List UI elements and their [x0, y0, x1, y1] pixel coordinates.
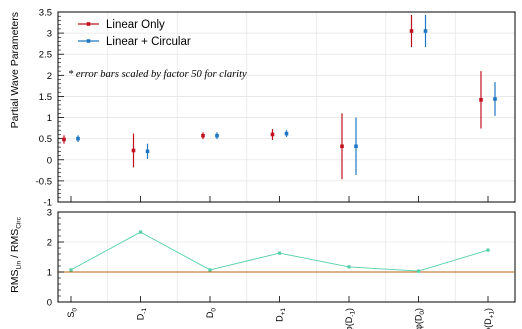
category-sub: -1	[141, 308, 148, 314]
y-tick-label: 3.5	[39, 8, 52, 19]
y-title-sep: /	[9, 252, 21, 261]
ratio-point	[208, 268, 212, 272]
x-category-label: φ(D0)	[414, 308, 427, 329]
bottom-plot-frame	[57, 211, 516, 303]
x-category-label: S0	[66, 308, 79, 318]
category-sub: +1	[280, 308, 287, 316]
data-point	[493, 97, 497, 101]
top-y-axis-title: Partial Wave Parameters	[9, 12, 21, 128]
category-main: D	[136, 313, 146, 320]
category-main: φ(D	[344, 316, 354, 329]
y-tick-label: 3	[47, 29, 52, 40]
y-tick-label: -1	[44, 198, 52, 209]
category-main: D	[205, 311, 215, 318]
y-tick-label: 3	[47, 208, 52, 219]
y-tick-label: -0.5	[36, 176, 52, 187]
category-main: φ(D	[483, 318, 493, 329]
top-plot-frame	[57, 11, 516, 203]
data-point	[479, 98, 483, 102]
category-sub: 0	[211, 308, 218, 312]
ratio-point	[486, 248, 490, 252]
ratio-point	[416, 269, 421, 273]
data-point	[284, 131, 289, 136]
data-point	[145, 149, 150, 154]
ratio-point	[69, 268, 73, 272]
bottom-y-axis-title: RMSLin / RMSCirc	[9, 216, 23, 292]
y-tick-label: 0.5	[39, 134, 52, 145]
data-point	[354, 144, 358, 149]
y-tick-label: 0	[47, 155, 52, 166]
y-tick-label: 1	[47, 268, 52, 279]
data-point	[76, 136, 80, 141]
ratio-point	[347, 265, 351, 269]
category-sub: +1	[489, 311, 496, 319]
legend-label: Linear + Circular	[106, 36, 191, 48]
data-point	[423, 29, 428, 33]
legend-marker	[86, 39, 91, 43]
y-title-sub: Circ	[16, 216, 23, 228]
category-suffix: )	[344, 308, 354, 311]
ratio-point	[277, 251, 282, 255]
legend-label: Linear Only	[106, 19, 165, 31]
y-tick-label: 2	[47, 238, 52, 249]
ratio-point	[138, 230, 143, 234]
legend-marker	[86, 22, 91, 26]
category-main: D	[275, 315, 285, 322]
category-sub: -1	[350, 311, 357, 317]
y-title-sub: Lin	[16, 260, 23, 269]
x-category-label: φ(D+1)	[483, 308, 496, 329]
legend: Linear Only Linear + Circular	[78, 19, 191, 48]
y-title-part: RMS	[9, 229, 21, 252]
data-point	[62, 137, 66, 142]
y-tick-label: 1	[47, 113, 52, 124]
x-category-label: D+1	[275, 308, 288, 322]
category-suffix: )	[414, 308, 424, 311]
annotation-note: * error bars scaled by factor 50 for cla…	[68, 69, 247, 80]
y-tick-label: 2.5	[39, 50, 52, 61]
y-tick-label: 0	[47, 298, 52, 309]
data-point	[270, 132, 275, 137]
data-point	[215, 133, 219, 138]
category-main: S	[66, 312, 76, 318]
top-panel: -1 -0.5 0 0.5 1 1.5 2 2.5 3 3.5 Partial Wave Param…	[9, 8, 516, 209]
data-point	[409, 29, 414, 33]
data-point	[340, 144, 344, 149]
data-point	[201, 133, 205, 138]
x-category-label: φ(D-1)	[344, 308, 357, 329]
category-sub: 0	[419, 311, 426, 315]
category-sub: 0	[72, 308, 79, 312]
y-title-part: RMS	[9, 270, 21, 293]
y-tick-label: 1.5	[39, 92, 52, 103]
category-main: φ(D	[414, 314, 424, 329]
y-tick-label: 2	[47, 71, 52, 82]
x-category-label: D0	[205, 308, 218, 319]
data-point	[131, 148, 136, 153]
x-category-label: D-1	[136, 308, 149, 321]
category-suffix: )	[483, 308, 493, 311]
